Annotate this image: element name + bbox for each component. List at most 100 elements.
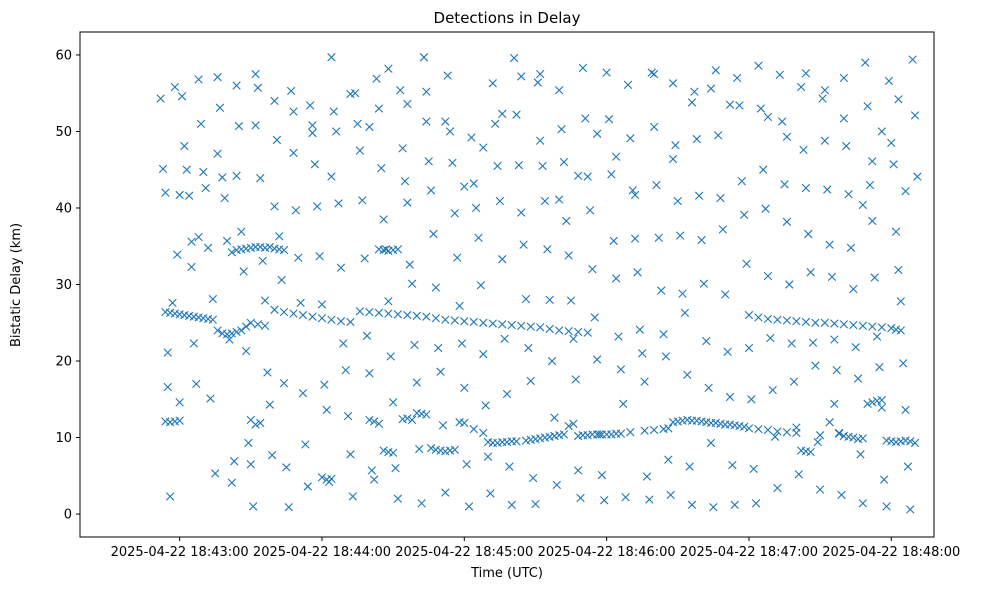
data-point-x-marker <box>369 475 379 484</box>
data-point-x-marker <box>441 488 450 497</box>
data-point-x-marker <box>296 298 305 308</box>
data-point-x-marker <box>512 437 521 446</box>
data-point-x-marker <box>583 172 592 181</box>
data-point-x-marker <box>756 104 766 113</box>
data-point-x-marker <box>208 294 218 304</box>
data-point-x-marker <box>666 490 675 500</box>
data-point-x-marker <box>339 339 348 348</box>
data-point-x-marker <box>623 80 633 89</box>
data-point-x-marker <box>901 405 910 415</box>
data-point-x-marker <box>649 69 659 79</box>
data-point-x-marker <box>208 315 218 324</box>
data-point-x-marker <box>815 431 825 440</box>
data-point-x-marker <box>889 160 898 169</box>
data-point-x-marker <box>317 473 327 482</box>
x-tick-label: 2025-04-22 18:44:00 <box>253 545 391 560</box>
data-point-x-marker <box>616 365 626 374</box>
data-point-x-marker <box>180 141 189 151</box>
data-point-x-marker <box>377 164 386 173</box>
data-point-x-marker <box>863 399 872 409</box>
data-point-x-marker <box>754 424 763 434</box>
data-point-x-marker <box>621 493 630 502</box>
data-point-x-marker <box>467 133 476 142</box>
x-axis-label: Time (UTC) <box>470 566 543 581</box>
data-point-x-marker <box>706 84 716 93</box>
data-point-x-marker <box>811 361 820 370</box>
data-point-x-marker <box>882 502 891 511</box>
scatter-markers <box>156 53 922 514</box>
data-point-x-marker <box>213 149 222 158</box>
data-point-x-marker <box>903 462 913 471</box>
data-point-x-marker <box>187 262 196 272</box>
data-point-x-marker <box>642 472 652 481</box>
data-point-x-marker <box>813 437 822 447</box>
data-point-x-marker <box>270 202 279 211</box>
data-point-x-marker <box>479 143 488 152</box>
data-point-x-marker <box>471 203 481 213</box>
data-point-x-marker <box>851 343 860 352</box>
data-point-x-marker <box>849 320 858 330</box>
data-point-x-marker <box>533 78 543 87</box>
data-point-x-marker <box>327 53 336 62</box>
data-point-x-marker <box>220 193 229 203</box>
data-point-x-marker <box>301 440 310 449</box>
data-point-x-marker <box>543 245 552 254</box>
data-point-x-marker <box>763 314 773 324</box>
data-point-x-marker <box>324 477 334 487</box>
data-point-x-marker <box>578 63 588 73</box>
data-point-x-marker <box>227 248 237 257</box>
y-tick-label: 0 <box>64 508 72 523</box>
data-point-x-marker <box>801 317 811 327</box>
data-point-x-marker <box>436 367 445 376</box>
data-point-x-marker <box>213 326 222 335</box>
y-axis: 0 10 20 30 40 50 60 <box>55 48 80 523</box>
data-point-x-marker <box>308 128 317 138</box>
data-point-x-marker <box>429 229 438 239</box>
data-point-x-marker <box>230 457 239 466</box>
data-point-x-marker <box>426 444 436 453</box>
data-point-x-marker <box>526 322 535 331</box>
data-point-x-marker <box>403 310 412 320</box>
data-point-x-marker <box>424 157 433 166</box>
data-point-x-marker <box>706 438 716 448</box>
data-point-x-marker <box>367 466 376 475</box>
y-tick-label: 20 <box>55 355 72 370</box>
data-point-x-marker <box>260 296 270 305</box>
data-point-x-marker <box>215 103 225 112</box>
data-point-x-marker <box>792 317 801 326</box>
data-point-x-marker <box>887 138 896 148</box>
data-point-x-marker <box>766 333 775 343</box>
data-point-x-marker <box>555 326 564 335</box>
data-point-x-marker <box>782 217 792 226</box>
data-point-x-marker <box>303 482 312 491</box>
data-point-x-marker <box>519 240 528 249</box>
data-point-x-marker <box>158 164 168 174</box>
data-point-x-marker <box>697 235 706 245</box>
data-point-x-marker <box>422 117 431 126</box>
data-point-x-marker <box>279 379 289 388</box>
data-point-x-marker <box>619 399 628 409</box>
data-point-x-marker <box>498 320 507 329</box>
data-point-x-marker <box>182 165 191 174</box>
data-point-x-marker <box>901 186 910 196</box>
data-point-x-marker <box>616 429 626 438</box>
data-point-x-marker <box>365 415 374 425</box>
y-tick-label: 50 <box>55 125 72 140</box>
data-point-x-marker <box>483 452 493 461</box>
data-point-x-marker <box>694 191 704 200</box>
data-point-x-marker <box>704 383 713 392</box>
data-point-x-marker <box>668 79 678 88</box>
data-point-x-marker <box>460 317 469 326</box>
data-point-x-marker <box>227 329 237 338</box>
data-point-x-marker <box>839 114 849 123</box>
data-point-x-marker <box>716 193 725 203</box>
data-point-x-marker <box>858 200 868 210</box>
data-point-x-marker <box>699 279 709 288</box>
data-point-x-marker <box>479 428 488 438</box>
data-point-x-marker <box>308 312 317 321</box>
data-point-x-marker <box>846 243 856 252</box>
data-point-x-marker <box>754 313 763 322</box>
data-point-x-marker <box>460 383 469 392</box>
